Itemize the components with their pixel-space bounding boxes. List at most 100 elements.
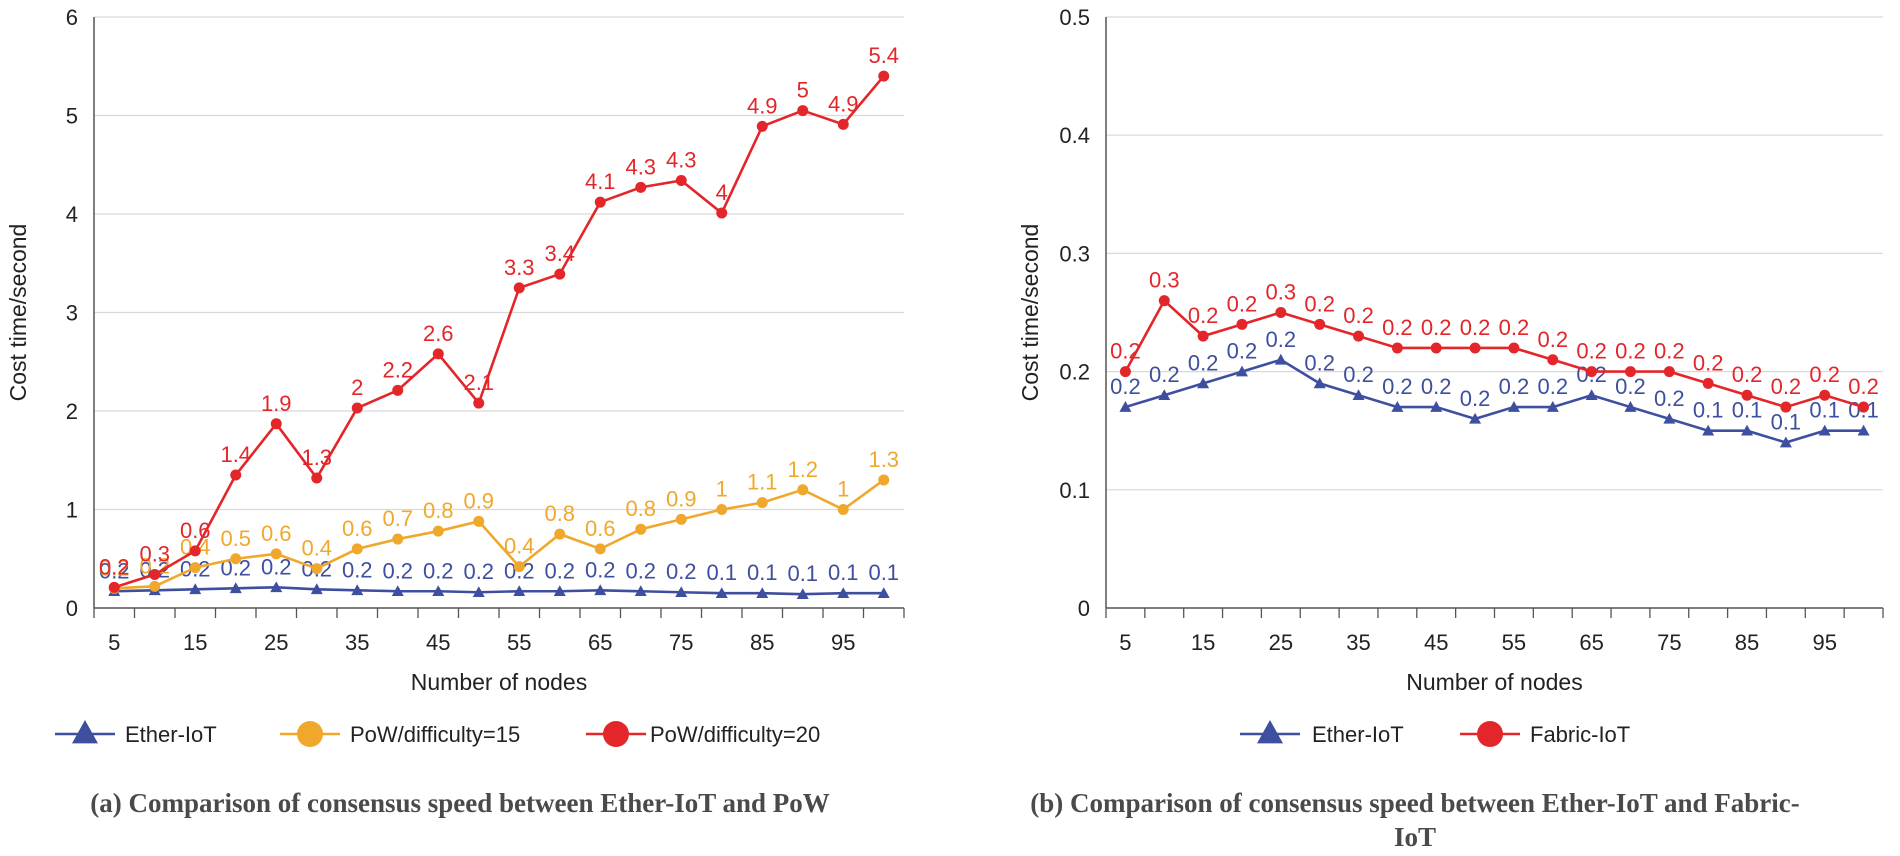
legend-marker	[72, 720, 98, 744]
data-label: 4.1	[585, 169, 616, 194]
data-point-marker	[1508, 342, 1520, 354]
data-label: 5	[797, 78, 809, 103]
data-point-marker	[1391, 342, 1403, 354]
data-label: 2	[351, 375, 363, 400]
data-point-marker	[351, 584, 364, 596]
data-point-marker	[229, 582, 242, 594]
data-label: 0.2	[1343, 362, 1374, 387]
data-label: 0.2	[1382, 315, 1413, 340]
data-point-marker	[594, 543, 606, 555]
data-point-marker	[513, 585, 526, 597]
data-label: 0.2	[1732, 362, 1763, 387]
data-point-marker	[1314, 318, 1326, 330]
data-label: 0.2	[1499, 315, 1530, 340]
y-axis-title: Cost time/second	[5, 224, 31, 402]
data-point-marker	[473, 515, 485, 527]
data-label: 0.5	[220, 526, 251, 551]
data-label: 0.1	[1693, 398, 1724, 423]
data-point-marker	[1547, 354, 1559, 366]
data-point-marker	[1469, 412, 1482, 424]
data-point-marker	[270, 548, 282, 560]
data-point-marker	[432, 585, 445, 597]
data-point-marker	[1235, 365, 1248, 377]
y-tick-label: 0	[66, 596, 78, 621]
data-label: 0.2	[1266, 327, 1297, 352]
data-label: 4	[716, 180, 728, 205]
data-point-marker	[108, 581, 120, 593]
caption-chart-b: (b) Comparison of consensus speed betwee…	[1030, 788, 1800, 852]
data-point-marker	[553, 585, 566, 597]
data-point-marker	[837, 118, 849, 130]
data-point-marker	[432, 525, 444, 537]
data-point-marker	[1158, 389, 1171, 401]
data-point-marker	[877, 587, 890, 599]
data-label: 5.4	[868, 43, 899, 68]
data-point-marker	[554, 268, 566, 280]
data-label: 0.2	[1809, 362, 1840, 387]
data-label: 0.2	[1188, 303, 1219, 328]
data-label: 0.2	[1227, 339, 1258, 364]
data-point-marker	[675, 175, 687, 187]
x-tick-label: 55	[507, 630, 531, 655]
data-label: 0.4	[504, 534, 535, 559]
data-point-marker	[473, 397, 485, 409]
data-label: 0.2	[1654, 339, 1685, 364]
data-point-marker	[1857, 424, 1870, 436]
data-point-marker	[351, 402, 363, 414]
data-point-marker	[392, 384, 404, 396]
data-label: 0.2	[1576, 339, 1607, 364]
data-point-marker	[1430, 401, 1443, 412]
y-tick-label: 5	[66, 104, 78, 129]
data-label: 1.2	[787, 457, 818, 482]
data-point-marker	[1741, 389, 1753, 401]
data-point-marker	[149, 569, 161, 581]
data-point-marker	[635, 523, 647, 535]
data-point-marker	[1586, 366, 1598, 378]
data-point-marker	[635, 181, 647, 193]
data-label: 0.2	[1460, 386, 1491, 411]
x-tick-label: 5	[1119, 630, 1131, 655]
data-label: 0.6	[585, 516, 616, 541]
x-tick-label: 85	[750, 630, 774, 655]
data-point-marker	[594, 196, 606, 208]
data-label: 0.2	[1421, 315, 1452, 340]
data-point-marker	[756, 497, 768, 509]
data-point-marker	[1780, 401, 1792, 413]
data-label: 0.1	[1809, 398, 1840, 423]
data-label: 1.3	[868, 447, 899, 472]
data-label: 0.2	[1615, 374, 1646, 399]
data-point-marker	[1430, 342, 1442, 354]
data-point-marker	[1818, 424, 1831, 436]
x-tick-label: 95	[1812, 630, 1836, 655]
legend-marker	[297, 721, 323, 747]
data-label: 0.8	[423, 498, 454, 523]
data-label: 1.3	[301, 445, 332, 470]
data-point-marker	[1274, 353, 1287, 365]
data-label: 4.3	[666, 148, 697, 173]
data-point-marker	[756, 120, 768, 132]
data-point-marker	[797, 484, 809, 496]
data-point-marker	[1119, 401, 1132, 412]
data-point-marker	[1819, 389, 1831, 401]
data-point-marker	[716, 207, 728, 219]
data-label: 1	[837, 477, 849, 502]
data-point-marker	[1546, 401, 1559, 412]
data-label: 0.2	[1304, 350, 1335, 375]
data-label: 0.1	[828, 560, 859, 585]
data-point-marker	[1275, 307, 1287, 318]
data-label: 0.2	[1460, 315, 1491, 340]
data-point-marker	[1313, 377, 1326, 389]
y-tick-label: 0.1	[1059, 478, 1090, 503]
data-point-marker	[756, 587, 769, 599]
x-tick-label: 45	[1424, 630, 1448, 655]
x-tick-label: 95	[831, 630, 855, 655]
x-tick-label: 5	[108, 630, 120, 655]
data-label: 0.1	[1732, 398, 1763, 423]
data-point-marker	[149, 580, 161, 592]
data-point-marker	[1197, 330, 1209, 342]
legend-marker	[1477, 721, 1503, 747]
legend-label: Ether-IoT	[125, 722, 217, 747]
data-label: 0.6	[342, 516, 373, 541]
data-label: 2.1	[463, 370, 494, 395]
data-point-marker	[189, 562, 201, 574]
